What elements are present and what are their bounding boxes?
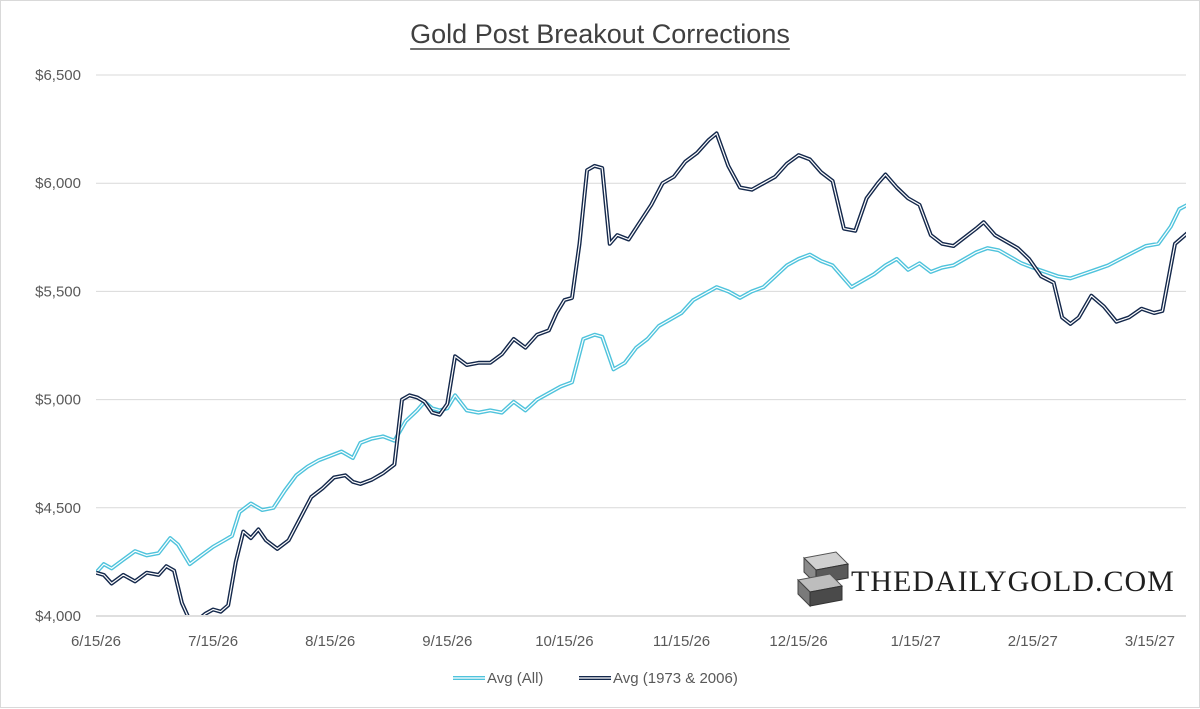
- gold-bars-logo-icon: [796, 551, 850, 608]
- x-axis: 6/15/26 7/15/26 8/15/26 9/15/26 10/15/26 11/1…: [71, 633, 1175, 650]
- watermark-text: THEDAILYGOLD.COM: [851, 565, 1175, 598]
- y-tick-label: $6,500: [35, 67, 81, 84]
- y-tick-label: $5,000: [35, 392, 81, 409]
- legend-label: Avg (All): [487, 670, 543, 687]
- legend-label: Avg (1973 & 2006): [613, 670, 738, 687]
- x-tick-label: 9/15/26: [422, 633, 472, 650]
- series-line-avg-all: [96, 203, 1186, 575]
- watermark: THEDAILYGOLD.COM: [796, 551, 1175, 608]
- x-tick-label: 7/15/26: [188, 633, 238, 650]
- series-line-inner: [96, 204, 1186, 574]
- x-tick-label: 6/15/26: [71, 633, 121, 650]
- series-lines: [96, 131, 1186, 615]
- x-tick-label: 10/15/26: [535, 633, 593, 650]
- legend: Avg (All) Avg (1973 & 2006): [453, 670, 738, 687]
- series-line-inner: [96, 132, 1186, 615]
- legend-item: Avg (1973 & 2006): [579, 670, 738, 687]
- y-tick-label: $4,000: [35, 608, 81, 625]
- y-tick-label: $6,000: [35, 175, 81, 192]
- y-tick-label: $5,500: [35, 283, 81, 300]
- x-tick-label: 2/15/27: [1008, 633, 1058, 650]
- x-tick-label: 8/15/26: [305, 633, 355, 650]
- x-tick-label: 12/15/26: [769, 633, 827, 650]
- y-tick-label: $4,500: [35, 500, 81, 517]
- series-line-outer: [96, 131, 1186, 615]
- series-line-outer: [96, 203, 1186, 575]
- chart-title: Gold Post Breakout Corrections: [410, 19, 790, 49]
- x-tick-label: 11/15/26: [653, 633, 710, 650]
- x-tick-label: 1/15/27: [891, 633, 941, 650]
- series-line-avg-1973-2006: [96, 131, 1186, 615]
- gridlines: [96, 74, 1186, 617]
- y-axis: $4,000 $4,500 $5,000 $5,500 $6,000 $6,500: [35, 67, 81, 625]
- legend-item: Avg (All): [453, 670, 543, 687]
- x-tick-label: 3/15/27: [1125, 633, 1175, 650]
